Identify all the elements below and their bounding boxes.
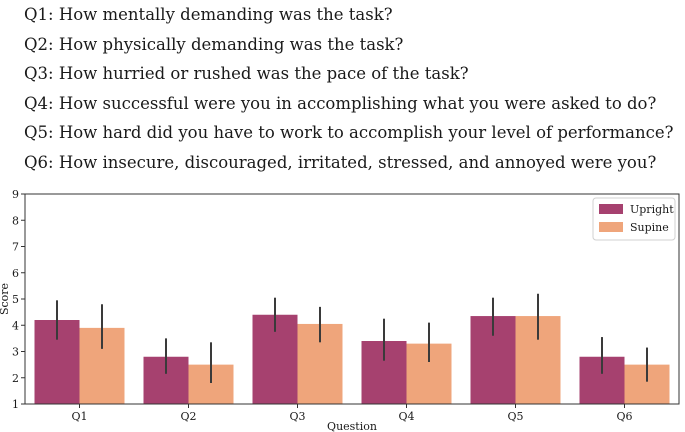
y-tick-label-2: 2 bbox=[12, 372, 19, 385]
bars-layer bbox=[34, 314, 670, 404]
x-axis-title: Question bbox=[327, 420, 377, 432]
y-tick-label-8: 8 bbox=[12, 214, 19, 227]
error-bars-layer bbox=[56, 293, 648, 383]
x-tick-label-q4: Q4 bbox=[398, 410, 414, 423]
y-tick-label-7: 7 bbox=[12, 241, 19, 254]
legend: Upright Supine bbox=[592, 197, 676, 241]
question-list: Q1: How mentally demanding was the task?… bbox=[24, 0, 679, 178]
legend-label-supine: Supine bbox=[630, 221, 669, 234]
y-tick-label-1: 1 bbox=[12, 398, 19, 411]
x-tick-label-q1: Q1 bbox=[71, 410, 87, 423]
y-tick-label-3: 3 bbox=[12, 346, 19, 359]
x-tick-label-q6: Q6 bbox=[616, 410, 632, 423]
question-q1: Q1: How mentally demanding was the task? bbox=[24, 5, 393, 24]
question-q5: Q5: How hard did you have to work to acc… bbox=[24, 123, 674, 143]
legend-swatch-upright bbox=[599, 204, 623, 214]
legend-swatch-supine bbox=[599, 222, 623, 232]
plot-frame bbox=[24, 193, 680, 405]
question-q6: Q6: How insecure, discouraged, irritated… bbox=[24, 152, 657, 172]
question-q2: Q2: How physically demanding was the tas… bbox=[24, 34, 404, 54]
x-tick-label-q2: Q2 bbox=[180, 410, 196, 423]
question-q4: Q4: How successful were you in accomplis… bbox=[24, 93, 657, 113]
y-tick-label-5: 5 bbox=[12, 293, 19, 306]
y-tick-label-9: 9 bbox=[12, 188, 19, 201]
y-tick-label-6: 6 bbox=[12, 267, 19, 280]
x-tick-label-q3: Q3 bbox=[289, 410, 305, 423]
legend-label-upright: Upright bbox=[630, 203, 674, 216]
question-q3: Q3: How hurried or rushed was the pace o… bbox=[24, 64, 469, 84]
y-tick-label-4: 4 bbox=[12, 319, 19, 332]
x-tick-label-q5: Q5 bbox=[507, 410, 523, 423]
y-axis-title: Score bbox=[0, 283, 11, 315]
axes-layer: Q1 Q2 Q3 Q4 Q5 Q6 1 2 3 4 5 6 7 8 9 bbox=[12, 188, 680, 423]
